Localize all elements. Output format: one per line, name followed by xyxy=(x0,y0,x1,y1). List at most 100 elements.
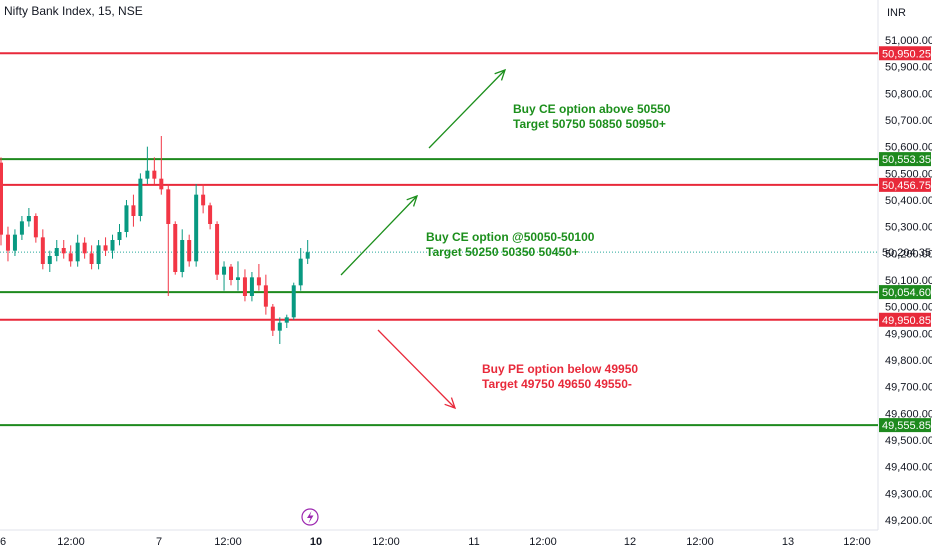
price-tick-label: 50,300.00 xyxy=(885,222,932,234)
annotation-pe-below: Buy PE option below 49950 Target 49750 4… xyxy=(482,362,638,392)
candle-body[interactable] xyxy=(180,240,185,272)
candle-body[interactable] xyxy=(256,277,261,286)
level-price-tag xyxy=(879,312,931,327)
candle-body[interactable] xyxy=(229,266,234,280)
price-tick-label: 50,900.00 xyxy=(885,62,932,74)
candle-body[interactable] xyxy=(277,322,282,331)
time-tick-label: 12:00 xyxy=(57,536,85,548)
price-tick-label: 50,400.00 xyxy=(885,195,932,207)
candle-body[interactable] xyxy=(54,248,59,256)
candle-body[interactable] xyxy=(47,256,52,264)
candle-body[interactable] xyxy=(89,253,94,264)
candle-body[interactable] xyxy=(298,258,303,286)
time-tick-label: 12:00 xyxy=(529,536,557,548)
candle-body[interactable] xyxy=(75,242,80,262)
candle-body[interactable] xyxy=(152,170,157,179)
current-price-label: 50,204.35 xyxy=(882,247,931,259)
candle-body[interactable] xyxy=(222,266,227,275)
candle-body[interactable] xyxy=(68,253,73,262)
level-price-tag xyxy=(879,46,931,61)
candle-body[interactable] xyxy=(26,216,31,222)
time-tick-label: 12:00 xyxy=(843,536,871,548)
candle-body[interactable] xyxy=(249,277,254,296)
candle-body[interactable] xyxy=(117,232,122,240)
candle-body[interactable] xyxy=(201,194,206,206)
candle-body[interactable] xyxy=(194,194,199,262)
price-tick-label: 49,600.00 xyxy=(885,408,932,420)
price-tick-label: 50,200.00 xyxy=(885,248,932,260)
candle-body[interactable] xyxy=(138,178,143,216)
level-price-label: 50,456.75 xyxy=(882,180,931,192)
arrow-up-upper-head xyxy=(494,68,507,81)
price-tick-label: 50,700.00 xyxy=(885,115,932,127)
candle-body[interactable] xyxy=(208,205,213,224)
annotation-ce-above: Buy CE option above 50550 Target 50750 5… xyxy=(513,102,670,132)
price-tick-label: 50,000.00 xyxy=(885,302,932,314)
arrow-down-head xyxy=(444,397,457,410)
level-price-label: 50,553.35 xyxy=(882,154,931,166)
candle-body[interactable] xyxy=(145,170,150,179)
arrow-down[interactable] xyxy=(377,329,456,409)
price-tick-label: 50,500.00 xyxy=(885,168,932,180)
level-price-label: 50,054.60 xyxy=(882,287,931,299)
price-tick-label: 51,000.00 xyxy=(885,35,932,47)
candle-body[interactable] xyxy=(110,240,115,251)
time-tick-label: 13 xyxy=(782,536,794,548)
time-tick-label: 12 xyxy=(624,536,636,548)
candle-body[interactable] xyxy=(19,221,24,235)
annotation-ce-above-line1: Buy CE option above 50550 xyxy=(513,102,671,116)
annotation-pe-below-line1: Buy PE option below 49950 xyxy=(482,362,639,376)
time-tick-label: 12:00 xyxy=(372,536,400,548)
price-tick-label: 49,900.00 xyxy=(885,328,932,340)
candle-body[interactable] xyxy=(131,205,136,216)
price-tick-label: 50,600.00 xyxy=(885,142,932,154)
candle-body[interactable] xyxy=(166,189,171,224)
price-tick-label: 50,100.00 xyxy=(885,275,932,287)
candle-body[interactable] xyxy=(173,224,178,272)
candle-body[interactable] xyxy=(291,285,296,318)
level-price-label: 50,950.25 xyxy=(882,48,931,60)
candle-body[interactable] xyxy=(215,224,220,275)
candle-body[interactable] xyxy=(0,162,3,235)
candle-body[interactable] xyxy=(33,216,38,238)
time-tick-label: 10 xyxy=(310,536,322,548)
price-tick-label: 50,800.00 xyxy=(885,88,932,100)
price-tick-label: 49,500.00 xyxy=(885,435,932,447)
candle-body[interactable] xyxy=(124,205,129,232)
level-price-label: 49,950.85 xyxy=(882,315,931,327)
arrow-up-upper[interactable] xyxy=(428,69,506,149)
time-tick-label: 6 xyxy=(0,536,6,548)
symbol-title[interactable]: Nifty Bank Index, 15, NSE xyxy=(4,4,143,18)
time-tick-label: 11 xyxy=(468,536,479,548)
annotation-ce-range-line2: Target 50250 50350 50450+ xyxy=(426,245,579,259)
candle-body[interactable] xyxy=(96,245,101,264)
candle-body[interactable] xyxy=(61,248,66,254)
level-price-label: 49,555.85 xyxy=(882,420,931,432)
lightning-icon-glyph xyxy=(307,511,314,524)
price-tick-label: 49,200.00 xyxy=(885,515,932,527)
candle-body[interactable] xyxy=(159,178,164,190)
candle-body[interactable] xyxy=(305,252,310,259)
level-price-tag xyxy=(879,285,931,300)
candle-body[interactable] xyxy=(270,306,275,331)
candle-body[interactable] xyxy=(12,234,17,251)
annotation-pe-below-line2: Target 49750 49650 49550- xyxy=(482,377,632,391)
price-tick-label: 49,800.00 xyxy=(885,355,932,367)
time-tick-label: 12:00 xyxy=(214,536,242,548)
candle-body[interactable] xyxy=(284,317,289,323)
candle-body[interactable] xyxy=(187,240,192,262)
price-tick-label: 49,700.00 xyxy=(885,382,932,394)
arrow-up-middle[interactable] xyxy=(340,195,418,276)
candle-body[interactable] xyxy=(103,245,108,251)
level-price-tag xyxy=(879,177,931,192)
candle-body[interactable] xyxy=(263,285,268,307)
candle-body[interactable] xyxy=(82,242,87,254)
level-price-tag xyxy=(879,152,931,167)
candle-body[interactable] xyxy=(5,234,10,251)
annotation-ce-range-line1: Buy CE option @50050-50100 xyxy=(426,230,595,244)
candle-body[interactable] xyxy=(40,237,45,264)
candle-body[interactable] xyxy=(242,277,247,296)
annotation-ce-range: Buy CE option @50050-50100 Target 50250 … xyxy=(426,230,594,260)
candle-body[interactable] xyxy=(235,277,240,280)
